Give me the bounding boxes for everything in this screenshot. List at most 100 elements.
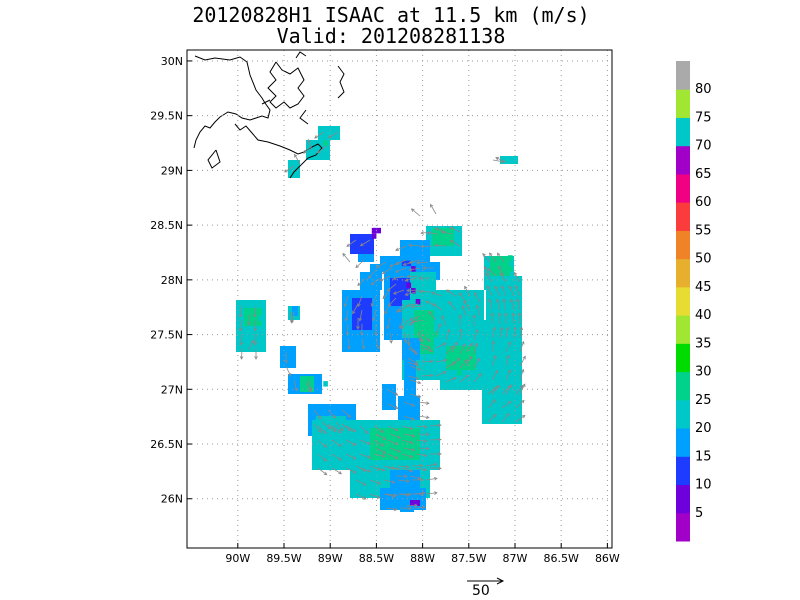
wind-vector [486, 285, 493, 297]
colorbar-label: 20 [695, 421, 712, 436]
wind-vector [505, 383, 513, 395]
wind-vector [504, 312, 508, 325]
wind-vector [404, 291, 417, 296]
colorbar-segment [676, 145, 690, 175]
wind-vector [385, 493, 398, 497]
wind-speed-cell [406, 282, 412, 289]
wind-vector [410, 208, 421, 217]
wind-vector [489, 252, 497, 263]
wind-vector [327, 131, 339, 139]
wind-vector [403, 401, 416, 407]
wind-speed-cell [411, 288, 416, 294]
wind-speed-cell [402, 338, 420, 360]
wind-vector [408, 259, 421, 264]
wind-vector [461, 304, 467, 317]
wind-vector [387, 297, 397, 307]
x-tick-label: 88.5W [359, 552, 394, 565]
wind-vector [475, 304, 481, 317]
wind-vector [419, 343, 431, 349]
wind-speed-cell [292, 306, 298, 316]
wind-vector [403, 433, 416, 438]
wind-vector [458, 292, 467, 303]
y-tick-label: 30N [161, 55, 183, 68]
wind-vector [254, 347, 258, 360]
wind-vector [409, 315, 421, 321]
wind-vector [395, 259, 407, 266]
wind-vector [401, 467, 414, 473]
wind-vector [401, 439, 414, 445]
y-tick-label: 28.5N [150, 219, 183, 232]
wind-vector [446, 289, 457, 297]
wind-vector [375, 337, 380, 350]
colorbar-segment [676, 286, 690, 316]
wind-vector [345, 453, 357, 460]
wind-vector [495, 156, 507, 163]
wind-vector [383, 465, 396, 470]
wind-vector [305, 381, 312, 393]
wind-vector [253, 333, 258, 346]
wind-speed-cell [401, 441, 407, 447]
wind-vector [367, 269, 377, 279]
wind-vector [386, 317, 391, 330]
wind-speed-cell [398, 396, 420, 426]
wind-vector [397, 479, 410, 483]
wind-vector [397, 464, 410, 469]
wind-vector [485, 272, 493, 283]
wind-vector [494, 285, 501, 297]
wind-vector [441, 314, 447, 327]
wind-vector [401, 425, 414, 431]
wind-vector [331, 439, 342, 447]
wind-vector [400, 319, 409, 330]
wind-vector [429, 452, 442, 456]
wind-vector [345, 467, 357, 474]
wind-vector [458, 314, 463, 327]
colorbar-label: 55 [695, 223, 712, 238]
x-tick-label: 89W [318, 552, 343, 565]
colorbar-segment [676, 484, 690, 514]
wind-speed-cell [323, 381, 328, 387]
wind-vector [464, 285, 471, 297]
wind-vector [415, 439, 428, 443]
wind-vector [317, 467, 328, 476]
wind-vector [331, 425, 342, 433]
wind-vector [307, 138, 313, 151]
colorbar-segment [676, 343, 690, 373]
wind-vector [499, 272, 507, 283]
wind-speed-cell [415, 299, 421, 305]
wind-vector [417, 401, 430, 405]
colorbar-segment [676, 428, 690, 457]
colorbar-label: 75 [695, 110, 712, 125]
wind-vector [416, 261, 429, 265]
wind-vector [355, 465, 367, 472]
wind-vector [425, 300, 437, 307]
wind-vector [473, 328, 479, 341]
y-tick-label: 29N [161, 164, 183, 177]
wind-vector [499, 326, 504, 339]
wind-vector [403, 447, 416, 452]
wind-vector [465, 355, 473, 367]
wind-vector [487, 414, 497, 423]
y-tick-label: 29.5N [150, 110, 183, 123]
wind-vector [519, 340, 525, 353]
wind-vector [505, 369, 512, 381]
wind-vector [284, 165, 295, 173]
wind-vector [445, 345, 455, 355]
wind-vector [369, 493, 382, 499]
wind-vector [294, 153, 301, 165]
wind-vector [253, 305, 257, 318]
wind-vector [418, 289, 431, 294]
wind-speed-cell [434, 331, 439, 338]
wind-vector [434, 227, 447, 233]
colorbar-segment [676, 258, 690, 288]
colorbar-segment [676, 456, 690, 486]
wind-vector [519, 368, 525, 381]
wind-vector [513, 271, 521, 283]
wind-vector [422, 266, 435, 270]
wind-vector [387, 453, 399, 460]
y-tick-label: 28N [161, 274, 183, 287]
wind-vector [428, 310, 437, 321]
wind-vector [508, 285, 515, 297]
wind-vector [359, 453, 372, 459]
wind-vector [410, 319, 423, 324]
wind-vector [381, 267, 393, 274]
